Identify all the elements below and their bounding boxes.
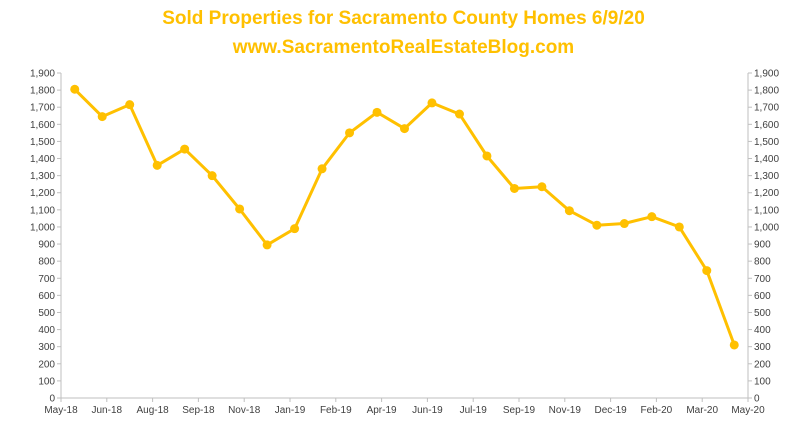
y-tick-label: 1,600 — [30, 120, 55, 131]
y-tick-label: 1,700 — [30, 103, 55, 114]
y-tick-label: 300 — [754, 342, 771, 353]
y-tick-label: 200 — [754, 359, 771, 370]
data-point — [152, 160, 162, 170]
data-point — [317, 164, 327, 174]
y-tick-label: 0 — [49, 394, 55, 405]
data-point — [592, 220, 602, 230]
data-point — [400, 124, 409, 134]
y-tick-label: 1,900 — [754, 69, 779, 80]
y-axis-right: 0 100 200 300 400 500 600 700 800 900 1,000 1,100 1,… — [748, 69, 779, 405]
data-point — [537, 182, 547, 192]
x-tick-label: Jun-18 — [92, 405, 123, 416]
y-tick-label: 1,500 — [30, 137, 55, 148]
data-point — [345, 128, 355, 138]
data-point — [427, 98, 437, 108]
y-tick-label: 1,200 — [754, 188, 779, 199]
chart-subtitle: www.SacramentoRealEstateBlog.com — [232, 37, 575, 58]
y-tick-label: 500 — [38, 308, 55, 319]
chart-axes — [60, 73, 749, 399]
data-point — [702, 266, 712, 276]
y-tick-label: 500 — [754, 308, 771, 319]
data-point — [180, 144, 190, 154]
y-tick-label: 1,100 — [754, 205, 779, 216]
y-tick-label: 1,500 — [754, 137, 779, 148]
y-tick-label: 400 — [754, 325, 771, 336]
y-tick-label: 100 — [38, 376, 55, 387]
y-tick-label: 1,100 — [30, 205, 55, 216]
data-point — [647, 212, 657, 222]
data-point — [729, 340, 739, 350]
y-tick-label: 1,300 — [30, 171, 55, 182]
data-point — [235, 204, 245, 214]
y-tick-label: 0 — [754, 394, 760, 405]
y-tick-label: 1,000 — [754, 222, 779, 233]
data-point — [290, 224, 300, 234]
y-tick-label: 1,300 — [754, 171, 779, 182]
x-tick-label: Mar-20 — [686, 405, 718, 416]
y-tick-label: 1,200 — [30, 188, 55, 199]
data-point — [70, 84, 80, 94]
y-tick-label: 1,400 — [30, 154, 55, 165]
y-tick-label: 900 — [754, 240, 771, 251]
y-tick-label: 300 — [38, 342, 55, 353]
data-point — [509, 183, 519, 193]
y-tick-label: 1,900 — [30, 69, 55, 80]
y-tick-label: 600 — [754, 291, 771, 302]
y-tick-label: 700 — [754, 274, 771, 285]
series-group — [70, 84, 739, 350]
x-tick-label: Jun-19 — [412, 405, 443, 416]
x-tick-label: Apr-19 — [367, 405, 397, 416]
y-tick-label: 100 — [754, 376, 771, 387]
data-point — [564, 206, 574, 216]
data-point — [97, 112, 107, 122]
y-tick-label: 800 — [38, 257, 55, 268]
y-tick-label: 900 — [38, 240, 55, 251]
x-tick-label: Nov-18 — [228, 405, 261, 416]
data-point — [482, 151, 492, 161]
y-tick-label: 1,800 — [30, 86, 55, 97]
y-tick-label: 400 — [38, 325, 55, 336]
x-tick-label: Sep-19 — [503, 405, 536, 416]
y-tick-label: 1,800 — [754, 86, 779, 97]
x-tick-label: Sep-18 — [182, 405, 215, 416]
x-tick-label: Aug-18 — [136, 405, 169, 416]
y-tick-label: 700 — [38, 274, 55, 285]
x-tick-label: Jan-19 — [275, 405, 306, 416]
y-tick-label: 1,700 — [754, 103, 779, 114]
y-tick-label: 1,600 — [754, 120, 779, 131]
x-axis: May-18 Jun-18 Aug-18 Sep-18 Nov-18 Jan-19 Feb-… — [44, 398, 765, 416]
x-tick-label: Feb-19 — [320, 405, 352, 416]
y-tick-label: 1,400 — [754, 154, 779, 165]
x-tick-label: Nov-19 — [549, 405, 582, 416]
y-tick-label: 200 — [38, 359, 55, 370]
x-tick-label: Dec-19 — [594, 405, 627, 416]
x-tick-label: May-20 — [731, 405, 765, 416]
data-point — [454, 109, 464, 119]
data-point — [262, 240, 272, 250]
y-axis-left: 0 100 200 300 400 500 600 700 800 900 1,000 1,100 1,… — [30, 69, 61, 405]
data-point — [619, 219, 629, 229]
data-point — [674, 222, 684, 232]
chart-title: Sold Properties for Sacramento County Ho… — [162, 8, 645, 29]
data-point — [207, 171, 217, 181]
y-tick-label: 1,000 — [30, 222, 55, 233]
data-point — [125, 100, 135, 110]
y-tick-label: 600 — [38, 291, 55, 302]
data-point — [372, 107, 382, 117]
y-tick-label: 800 — [754, 257, 771, 268]
x-tick-label: Jul-19 — [460, 405, 488, 416]
x-tick-label: May-18 — [44, 405, 78, 416]
x-tick-label: Feb-20 — [641, 405, 673, 416]
